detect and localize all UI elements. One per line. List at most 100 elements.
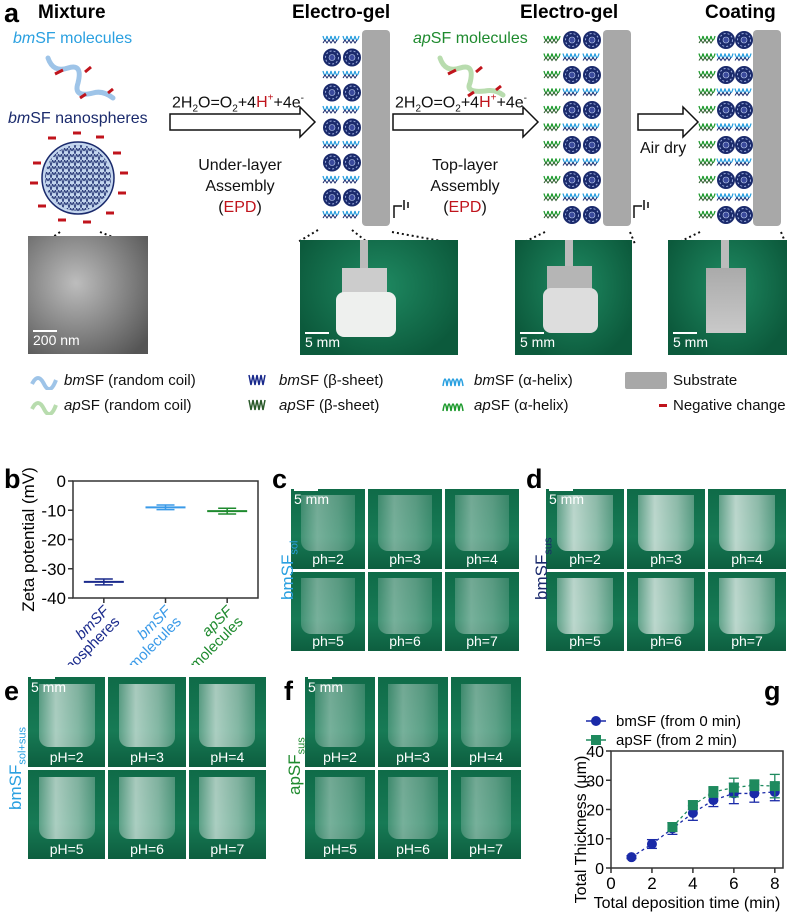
- helix-icon: [342, 105, 360, 114]
- coating-title: Coating: [705, 2, 776, 23]
- nanosphere-icon: [562, 205, 582, 225]
- coating-photo: 5 mm: [668, 240, 787, 355]
- helix-icon: [543, 157, 561, 167]
- vial: [387, 776, 439, 840]
- legend-item: bmSF (β-sheet): [245, 372, 384, 390]
- legend-label: apSF (from 2 min): [616, 732, 737, 749]
- helix-icon: [342, 210, 360, 219]
- vial-photo: pH=4: [451, 677, 521, 767]
- y-tick-label: -40: [41, 589, 66, 608]
- helix-icon: [582, 122, 600, 132]
- series-line: [671, 784, 775, 828]
- legend-prefix: bm: [474, 372, 495, 389]
- panel-f-photo-grid: pH=2 pH=3 pH=4 pH=5 pH=6 pH=7 5 mm: [305, 677, 521, 859]
- y-axis-label: Total Thickness (μm): [573, 756, 590, 904]
- legend-item: Substrate: [625, 372, 737, 390]
- vial-photo: pH=2: [305, 677, 375, 767]
- nanosphere-icon: [582, 30, 602, 50]
- helix-icon: [698, 105, 716, 114]
- helix-icon: [322, 35, 340, 44]
- helix-icon: [582, 52, 600, 62]
- panel-d-side-label: bmSFsus: [532, 538, 554, 600]
- y-tick-label: -30: [41, 560, 66, 579]
- vial-photo: pH=2: [28, 677, 106, 767]
- nanosphere-icon: [734, 205, 754, 225]
- vial-photo: ph=5: [291, 571, 365, 651]
- vial: [460, 776, 512, 840]
- side-label-text: bmSF: [278, 554, 297, 600]
- vial-photo: pH=7: [451, 769, 521, 859]
- data-point: [687, 808, 698, 819]
- ph-label: ph=6: [650, 633, 682, 649]
- legend-item: apSF (α-helix): [440, 397, 569, 415]
- ph-label: pH=4: [469, 748, 503, 765]
- side-label-sub: sus: [295, 737, 308, 755]
- helix-icon: [582, 192, 600, 202]
- helix-icon: [322, 105, 340, 114]
- vial: [718, 577, 776, 634]
- ph-label: ph=3: [389, 550, 421, 567]
- clamp: [721, 240, 729, 270]
- legend-marker: [591, 735, 601, 745]
- nanosphere-icon: [716, 170, 736, 190]
- helix-icon: [322, 140, 340, 149]
- vial-photo: pH=5: [28, 769, 106, 859]
- ph-label: pH=7: [210, 841, 245, 857]
- ph-label: pH=3: [130, 748, 164, 765]
- y-tick-label: -10: [41, 501, 66, 520]
- vial: [38, 684, 95, 747]
- helix-icon: [342, 70, 360, 79]
- x-tick-label: bmSFnanospheres: [39, 602, 124, 665]
- nanosphere-icon: [322, 118, 342, 137]
- x-tick-label: 0: [606, 874, 615, 893]
- helix-icon: [543, 87, 561, 97]
- nanosphere-icon: [322, 83, 342, 102]
- nanosphere-icon: [716, 135, 736, 155]
- thickness-chart: 0 10 20 30 40 0 2 4 6 8 Total deposition time (min…: [573, 713, 784, 912]
- vial-photo: ph=6: [627, 571, 705, 651]
- nanosphere-icon: [734, 135, 754, 155]
- helix-icon: [716, 122, 734, 132]
- step2-line2: Assembly: [430, 178, 500, 195]
- step-under-layer: Under-layer Assembly (EPD): [180, 155, 300, 218]
- y-tick-label: 10: [586, 832, 604, 849]
- vial-photo: pH=3: [108, 677, 186, 767]
- vial-photo: ph=3: [627, 489, 705, 569]
- x-tick-label: 2: [647, 874, 656, 893]
- scale-bar: 5 mm: [520, 332, 555, 350]
- ph-label: pH=2: [323, 748, 357, 765]
- vial: [378, 495, 432, 552]
- vial-photo: ph=2: [291, 489, 365, 569]
- helix-icon: [716, 87, 734, 97]
- panel-label-f: f: [284, 676, 293, 706]
- legend-text: SF (α-helix): [494, 372, 573, 389]
- step1-epd: (EPD): [218, 199, 262, 216]
- vial: [637, 577, 695, 634]
- panel-label-d: d: [526, 464, 543, 494]
- ph-label: ph=4: [466, 550, 498, 567]
- vial: [314, 684, 366, 747]
- legend-text: SF (random coil): [84, 372, 196, 389]
- nanosphere-icon: [582, 205, 602, 225]
- vial: [38, 776, 95, 840]
- vial-photo: pH=6: [108, 769, 186, 859]
- data-point: [728, 782, 739, 793]
- helix-icon: [543, 192, 561, 202]
- vial-photo: pH=4: [188, 677, 266, 767]
- helix-icon: [543, 210, 561, 219]
- helix-icon: [582, 157, 600, 167]
- side-label-sub: sol: [288, 540, 301, 555]
- vial: [119, 684, 175, 747]
- legend-prefix: ap: [279, 397, 296, 414]
- vial-photo: ph=2: [546, 489, 624, 569]
- electrogel-stack-1: [322, 30, 390, 226]
- gel: [336, 292, 396, 337]
- step1-line2: Assembly: [205, 178, 275, 195]
- vial-photo: ph=5: [546, 571, 624, 651]
- bm-random-coil-icon: [30, 376, 58, 392]
- ph-label: ph=4: [731, 550, 763, 567]
- data-point: [646, 839, 657, 850]
- nanosphere-icon: [342, 188, 362, 207]
- clamp: [360, 240, 368, 270]
- vial: [455, 495, 509, 552]
